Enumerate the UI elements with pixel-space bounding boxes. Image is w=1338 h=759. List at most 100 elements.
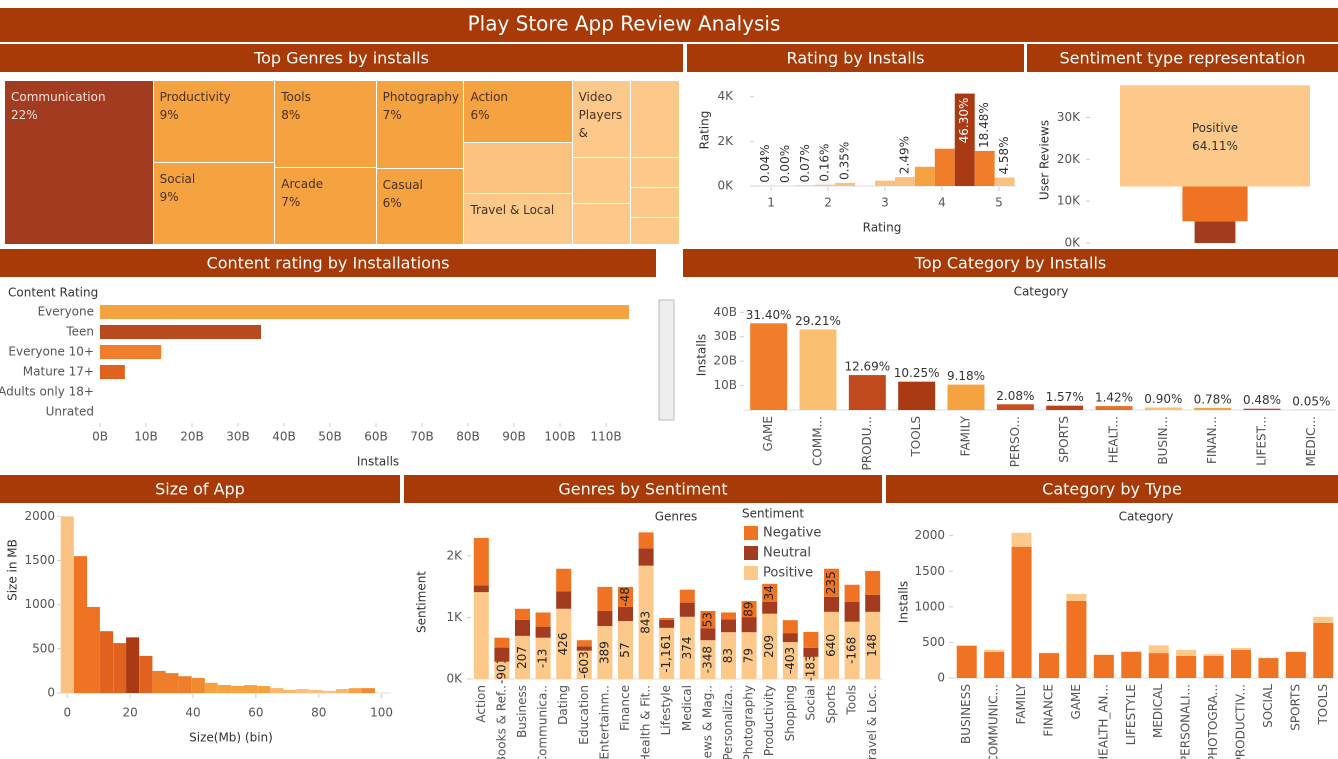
y-tick-label: 1500	[24, 553, 55, 567]
bar-segment	[618, 606, 633, 622]
bar	[1243, 408, 1281, 410]
y-tick-label: 1000	[914, 599, 945, 613]
y-tick-label: 30K	[1057, 110, 1081, 124]
x-tick-label: LIFEST...	[1255, 416, 1269, 466]
bar-segment	[1121, 651, 1142, 653]
x-tick-label: 100	[370, 706, 393, 720]
x-tick-label: 110B	[590, 430, 621, 444]
bar-segment	[762, 601, 778, 614]
bar	[86, 606, 100, 693]
bar	[335, 689, 349, 693]
y-tick-label: Mature 17+	[23, 365, 94, 379]
x-tick-label: Finance	[618, 685, 632, 731]
bar	[1095, 406, 1133, 410]
data-label: 83	[721, 648, 735, 663]
bar-segment	[803, 631, 819, 648]
bar-segment	[597, 626, 613, 679]
bar-segment	[956, 645, 977, 678]
y-tick-label: 0K	[717, 179, 734, 193]
treemap-cell: Travel & Local	[464, 193, 572, 244]
x-axis-label: Size(Mb) (bin)	[189, 731, 273, 745]
y-tick-label: Adults only 18+	[0, 385, 94, 399]
data-label: -183	[803, 654, 817, 681]
treemap-value: 6%	[382, 196, 402, 211]
data-label: 31.40%	[746, 308, 792, 322]
category-axis-title: Content Rating	[8, 286, 98, 300]
x-tick-label: 100B	[544, 430, 575, 444]
data-label: 57	[618, 642, 632, 657]
bar-segment	[865, 611, 881, 679]
y-tick-label: 2000	[24, 509, 55, 523]
x-tick-label: Social	[803, 685, 817, 721]
bar-segment	[1148, 645, 1169, 654]
x-tick-label: Tools	[845, 685, 859, 716]
x-tick-label: 40B	[272, 430, 296, 444]
treemap-label: Communication	[11, 90, 106, 104]
data-label: 4.58%	[997, 136, 1011, 174]
x-tick-label: News & Mag..	[700, 685, 714, 759]
bar	[875, 180, 895, 186]
bar-segment	[515, 619, 530, 636]
x-tick-label: 80	[311, 706, 326, 720]
bar-segment	[1011, 532, 1032, 547]
bar	[934, 148, 955, 186]
y-tick-label: 0	[47, 686, 55, 700]
bar	[296, 689, 310, 693]
data-label: 0.90%	[1144, 392, 1182, 406]
x-tick-label: FINANCE	[1042, 684, 1056, 737]
chart-title: Top Category by Installs	[914, 254, 1106, 273]
bar-segment	[618, 586, 633, 607]
x-tick-label: 2	[824, 196, 832, 210]
chart-title: Content rating by Installations	[207, 254, 450, 273]
treemap-label: Action	[470, 90, 509, 104]
bar-segment	[803, 647, 819, 657]
bar-segment	[515, 608, 530, 620]
legend-swatch	[744, 526, 758, 540]
treemap-cell	[631, 81, 679, 158]
x-tick-label: COMM...	[811, 416, 825, 466]
bar-segment	[1176, 649, 1197, 656]
y-tick-label: 0K	[446, 672, 463, 686]
treemap-cell	[631, 217, 679, 244]
x-tick-label: 60B	[364, 430, 388, 444]
bar-segment	[1203, 654, 1224, 656]
legend-label: Negative	[763, 526, 821, 541]
bar	[914, 166, 935, 186]
bar	[191, 677, 205, 693]
x-tick-label: 40	[185, 706, 200, 720]
y-tick-label: Everyone 10+	[8, 345, 94, 359]
x-tick-label: 50B	[318, 430, 342, 444]
data-label: 148	[865, 634, 879, 657]
bar	[815, 184, 836, 186]
x-tick-label: Business	[515, 685, 529, 738]
y-tick-label: 20K	[1057, 152, 1081, 166]
treemap-cell: Tools 8%	[275, 81, 376, 168]
data-label: -1,161	[659, 634, 673, 673]
bar-segment	[473, 592, 489, 679]
x-tick-label: Action	[474, 685, 488, 723]
x-tick-label: BUSIN...	[1156, 416, 1170, 465]
bar-segment	[1313, 622, 1334, 678]
bar	[178, 676, 192, 693]
panel-header	[687, 44, 1024, 72]
treemap-cell: Casual 6%	[376, 169, 464, 244]
y-tick-label: 2000	[914, 528, 945, 542]
bar-segment	[1313, 616, 1334, 623]
y-tick-label: 0K	[1064, 236, 1081, 250]
x-tick-label: Sports	[824, 685, 838, 723]
data-label: 0.04%	[758, 144, 772, 182]
treemap-value: 8%	[281, 108, 301, 122]
bar-segment	[597, 586, 613, 611]
bar-segment	[1093, 654, 1114, 678]
x-tick-label: PRODU...	[860, 416, 874, 471]
data-label: 9.18%	[947, 369, 985, 383]
x-tick-label: FINAN...	[1205, 416, 1219, 464]
bar-segment	[844, 584, 860, 602]
x-tick-label: 0	[63, 706, 71, 720]
bar	[204, 682, 218, 693]
legend-swatch	[744, 566, 758, 580]
funnel-segment	[1194, 221, 1236, 243]
bar-segment	[473, 585, 489, 593]
bar-segment	[1039, 653, 1059, 678]
bar	[243, 685, 258, 693]
